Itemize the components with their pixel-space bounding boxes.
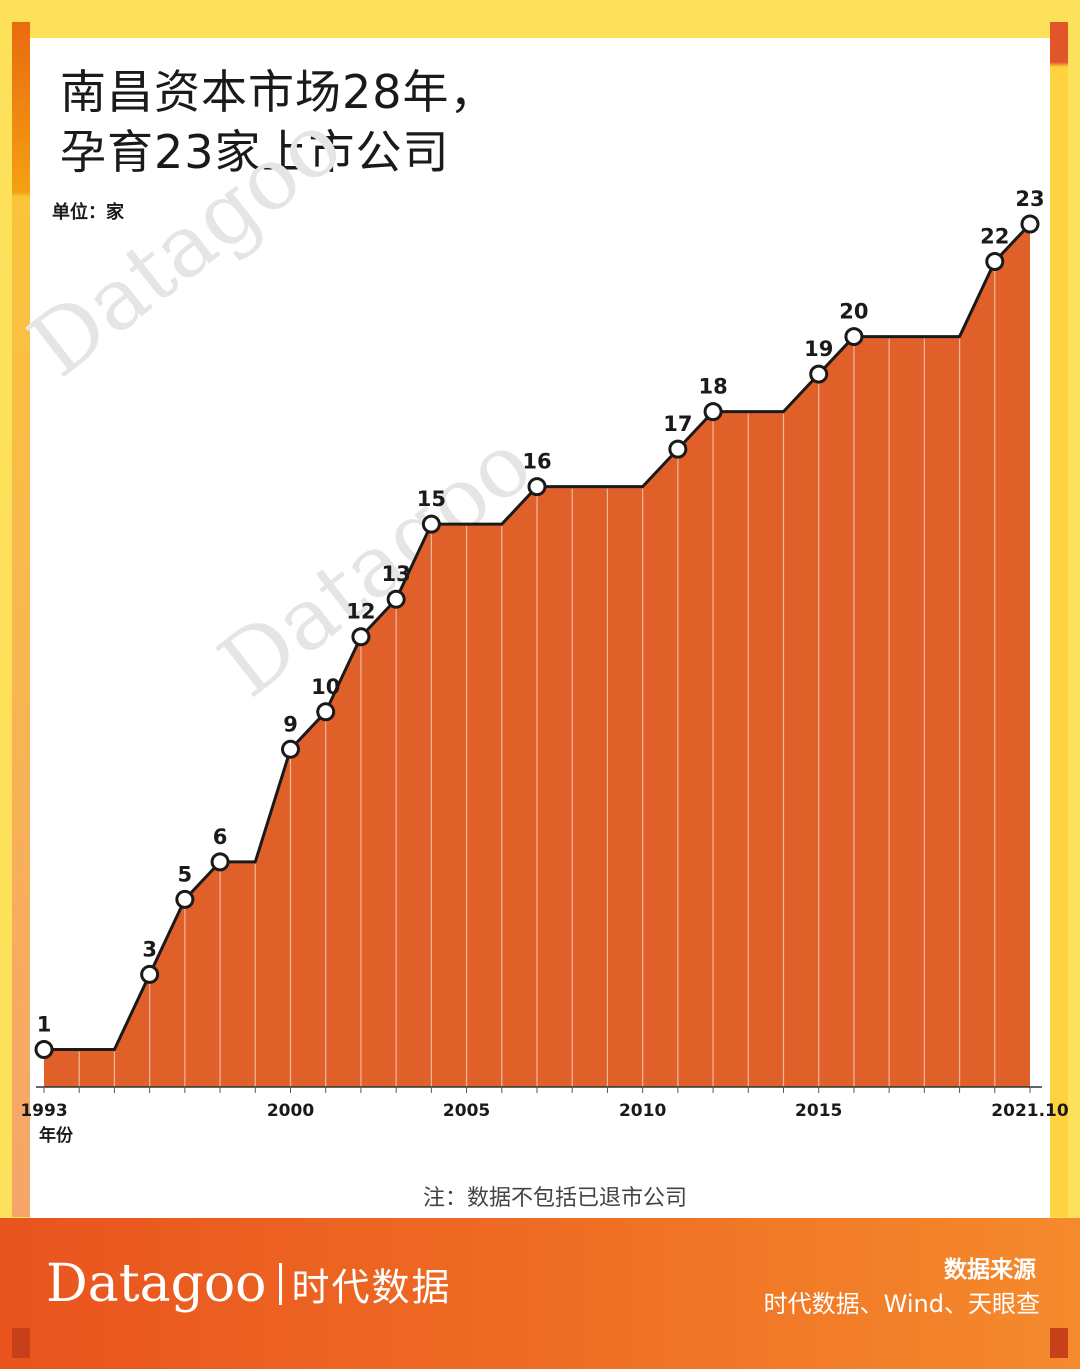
- data-point-marker: [140, 964, 160, 984]
- data-point-marker: [351, 627, 371, 647]
- data-point-marker: [175, 889, 195, 909]
- data-point-marker: [210, 852, 230, 872]
- x-tick-label: 2005: [443, 1101, 490, 1121]
- data-point-marker: [34, 1039, 54, 1059]
- x-axis-label: 年份: [39, 1125, 74, 1146]
- data-point-marker: [985, 252, 1005, 272]
- area-chart: Datagoo Datagoo 1993 2000 2005 2010 2015 2021…: [11, 93, 1069, 1146]
- x-tick-label: 2010: [619, 1101, 666, 1121]
- data-point-marker: [844, 327, 864, 347]
- data-point-marker: [703, 402, 723, 422]
- data-point-label: 9: [283, 712, 298, 736]
- data-point-marker: [281, 739, 300, 759]
- left-accent-strip: [12, 22, 30, 1217]
- footer-banner: Datagoo 时代数据 数据来源 时代数据、Wind、天眼查: [0, 1218, 1080, 1369]
- data-point-marker: [668, 439, 688, 459]
- brand-name-en: Datagoo: [46, 1254, 267, 1314]
- data-point-label: 10: [311, 675, 340, 699]
- data-point-label: 18: [698, 375, 727, 399]
- data-point-label: 13: [382, 562, 411, 586]
- data-point-label: 1: [37, 1012, 52, 1036]
- chart-title: 南昌资本市场28年， 孕育23家上市公司: [60, 62, 760, 182]
- unit-label: 单位：家: [52, 202, 124, 223]
- data-point-marker: [316, 702, 336, 722]
- data-point-marker: [527, 477, 547, 497]
- data-point-marker: [809, 364, 829, 384]
- source-title: 数据来源: [944, 1257, 1036, 1283]
- data-point-label: 12: [346, 600, 375, 624]
- data-point-label: 15: [417, 487, 446, 511]
- data-point-marker: [386, 589, 406, 609]
- data-point-label: 22: [980, 225, 1009, 249]
- chart-title-line-2: 孕育23家上市公司: [60, 125, 450, 179]
- x-tick-label: 2015: [795, 1101, 842, 1121]
- chart-title-line-1: 南昌资本市场28年，: [60, 65, 497, 119]
- data-point-label: 6: [213, 825, 228, 849]
- data-point-label: 23: [1015, 187, 1044, 211]
- data-point-label: 3: [142, 937, 157, 961]
- right-accent-strip: [1050, 22, 1068, 1217]
- x-tick-label: 2021.10: [991, 1101, 1069, 1121]
- watermark-text-1: Datagoo: [11, 93, 360, 396]
- area-layer: [44, 222, 1032, 1087]
- data-point-label: 17: [663, 412, 692, 436]
- data-point-label: 20: [839, 300, 868, 324]
- brand-logo: Datagoo 时代数据: [46, 1254, 452, 1314]
- source-text: 时代数据、Wind、天眼查: [763, 1290, 1040, 1318]
- footnote: 注：数据不包括已退市公司: [422, 1186, 687, 1211]
- brand-separator: [278, 1263, 282, 1305]
- data-point-label: 19: [804, 337, 833, 361]
- x-tick-label: 1993: [20, 1101, 67, 1121]
- data-point-label: 5: [178, 862, 193, 886]
- x-tick-label: 2000: [267, 1101, 314, 1121]
- footer-right-accent: [1050, 1328, 1068, 1358]
- data-point-marker: [1020, 214, 1040, 234]
- x-axis: 1993 2000 2005 2010 2015 2021.10 年份: [20, 1086, 1069, 1146]
- data-point-marker: [421, 514, 441, 534]
- data-point-label: 16: [522, 450, 551, 474]
- footer-left-accent: [12, 1328, 30, 1358]
- brand-name-cn: 时代数据: [291, 1265, 452, 1310]
